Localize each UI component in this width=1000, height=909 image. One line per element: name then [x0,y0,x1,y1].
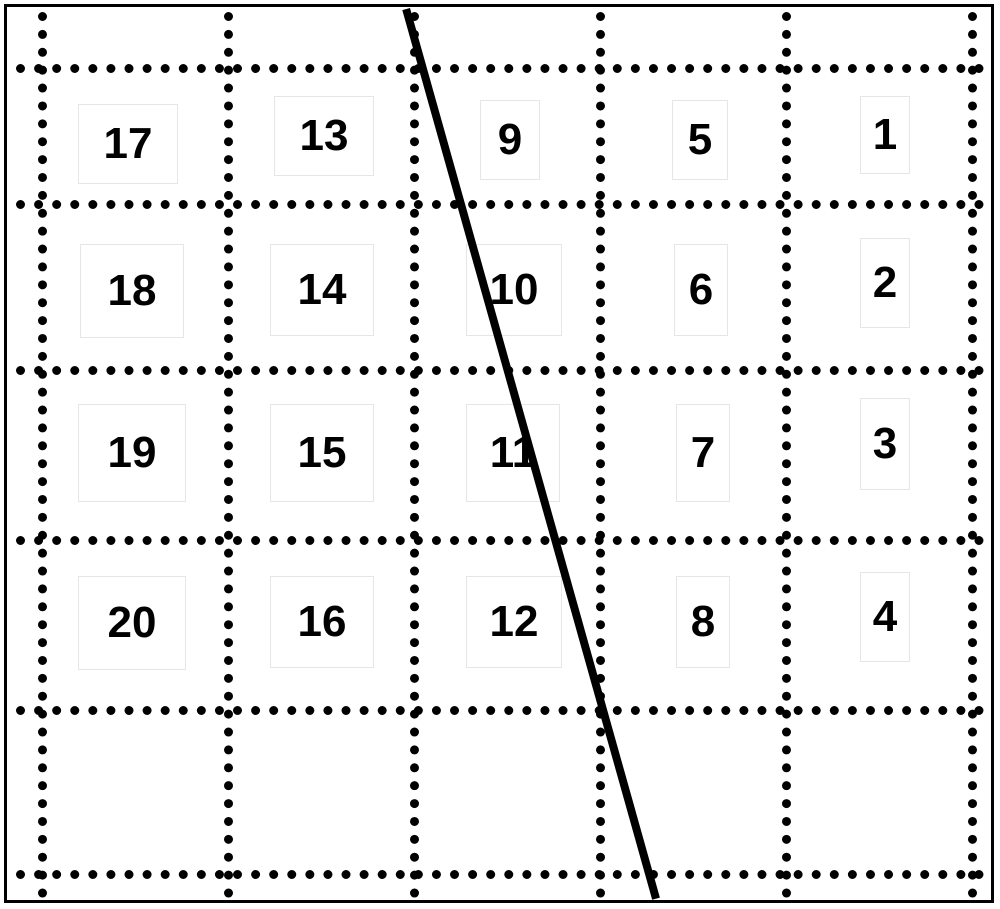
cell-box-7: 7 [676,404,730,502]
cell-label-5: 5 [688,115,712,165]
grid-v-line-0 [38,12,47,898]
cell-box-19: 19 [78,404,186,502]
cell-box-3: 3 [860,398,910,490]
cell-box-9: 9 [480,100,540,180]
cell-label-19: 19 [108,428,157,478]
cell-box-5: 5 [672,100,728,180]
cell-label-16: 16 [298,597,347,647]
cell-label-2: 2 [873,258,897,308]
cell-label-3: 3 [873,419,897,469]
cell-box-6: 6 [674,244,728,336]
cell-label-12: 12 [490,597,539,647]
grid-v-line-4 [782,12,791,898]
cell-label-10: 10 [490,265,539,315]
cell-label-14: 14 [298,265,347,315]
grid-v-line-5 [968,12,977,898]
cell-box-1: 1 [860,96,910,174]
cell-box-4: 4 [860,572,910,662]
cell-box-2: 2 [860,238,910,328]
cell-label-20: 20 [108,598,157,648]
cell-label-4: 4 [873,592,897,642]
cell-box-18: 18 [80,244,184,338]
cell-box-12: 12 [466,576,562,668]
cell-box-15: 15 [270,404,374,502]
grid-v-line-1 [224,12,233,898]
grid-h-line-1 [16,200,984,209]
cell-label-15: 15 [298,428,347,478]
grid-h-line-5 [16,870,984,879]
cell-box-11: 11 [466,404,560,502]
cell-box-8: 8 [676,576,730,668]
cell-label-13: 13 [300,111,349,161]
grid-h-line-0 [16,64,984,73]
cell-label-17: 17 [104,119,153,169]
grid-h-line-4 [16,706,984,715]
cell-box-13: 13 [274,96,374,176]
grid-h-line-2 [16,366,984,375]
cell-label-8: 8 [691,597,715,647]
cell-box-20: 20 [78,576,186,670]
cell-box-16: 16 [270,576,374,668]
cell-label-9: 9 [498,115,522,165]
grid-v-line-3 [596,12,605,898]
grid-h-line-3 [16,536,984,545]
cell-label-18: 18 [108,266,157,316]
grid-v-line-2 [410,12,419,898]
cell-box-14: 14 [270,244,374,336]
cell-box-17: 17 [78,104,178,184]
diagram-stage: 17 13 9 5 1 18 14 10 6 2 19 15 11 7 3 20 16 12 8 4 [0,0,1000,909]
cell-label-1: 1 [873,110,897,160]
cell-label-7: 7 [691,428,715,478]
cell-label-6: 6 [689,265,713,315]
